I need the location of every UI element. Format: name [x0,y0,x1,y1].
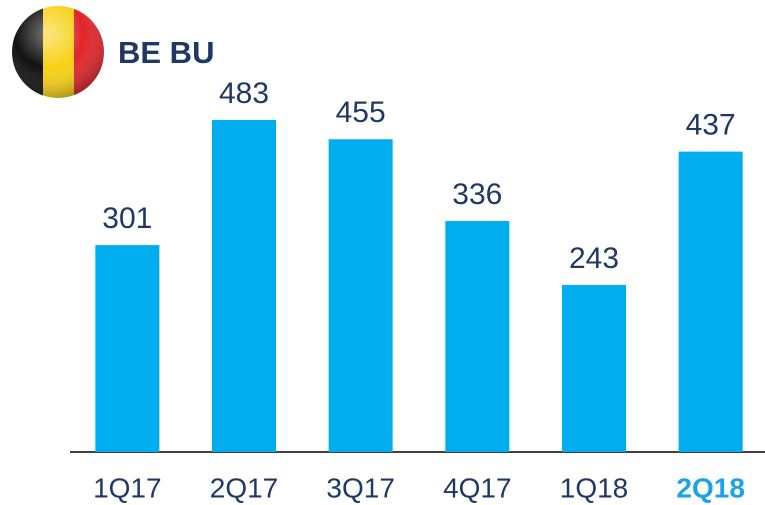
bar [95,245,160,452]
x-tick-label: 1Q18 [560,472,629,503]
data-label: 243 [569,242,619,275]
data-label: 483 [219,77,269,110]
x-tick-label: 4Q17 [443,472,512,503]
data-label: 437 [686,109,736,142]
data-label: 336 [452,178,502,211]
x-tick-label: 2Q17 [210,472,279,503]
chart-title: BE BU [118,35,214,70]
data-label: 301 [102,202,152,235]
x-tick-label: 3Q17 [326,472,395,503]
bar [562,284,626,452]
flag-icon [12,6,104,98]
bar [212,120,276,452]
x-tick-label: 1Q17 [93,472,162,503]
bar [678,151,743,452]
bar [328,139,393,452]
bar [445,221,510,452]
data-label: 455 [336,96,386,129]
x-tick-label: 2Q18 [676,472,745,503]
